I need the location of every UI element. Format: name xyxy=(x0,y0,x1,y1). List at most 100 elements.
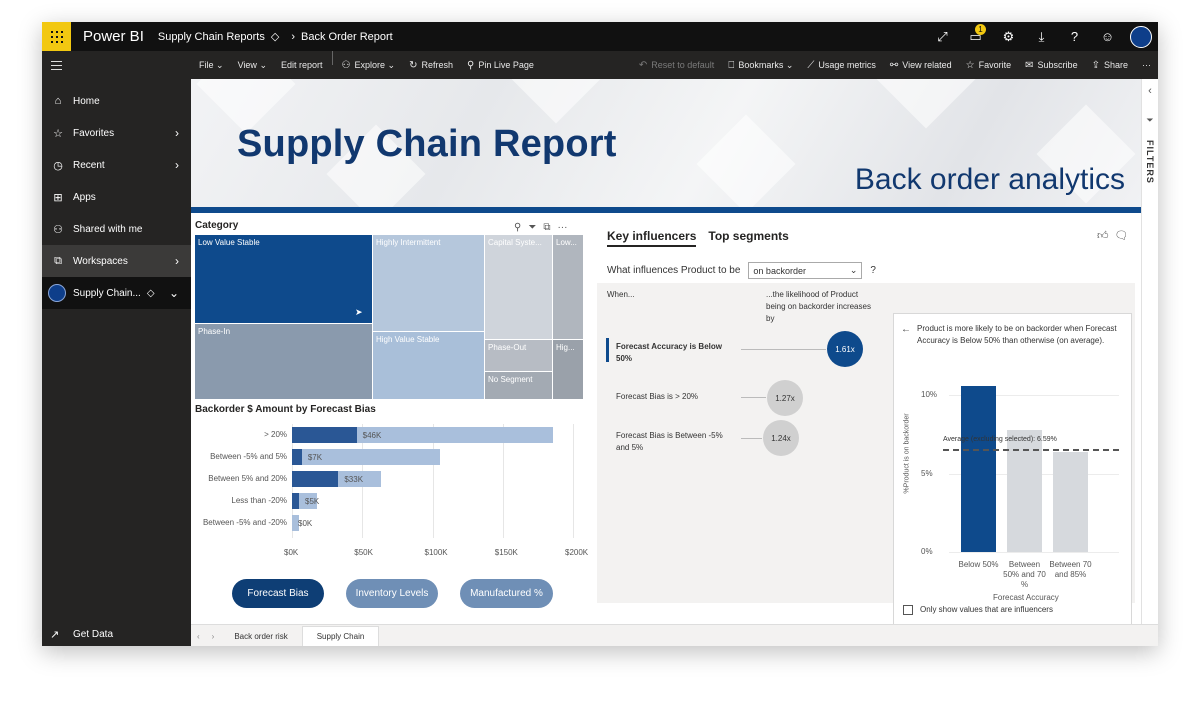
bar-total[interactable] xyxy=(292,427,554,443)
bar-chart-title: Backorder $ Amount by Forecast Bias xyxy=(195,404,376,415)
tab-key-influencers[interactable]: Key influencers xyxy=(607,229,697,247)
page-tab-supply-chain[interactable]: Supply Chain xyxy=(301,626,380,646)
thumbs-up-icon[interactable]: 👍︎ xyxy=(1097,230,1109,242)
pin-icon[interactable]: ⚲ xyxy=(514,222,522,233)
data-label: $0K xyxy=(298,519,313,528)
pin-live-page-button[interactable]: ⚲ Pin Live Page xyxy=(466,59,534,71)
view-menu[interactable]: View ⌄ xyxy=(237,59,267,71)
nav-label: Home xyxy=(73,95,100,107)
column-bar[interactable] xyxy=(961,385,996,552)
file-menu[interactable]: File ⌄ xyxy=(199,59,224,71)
breadcrumb-report[interactable]: Back Order Report xyxy=(301,30,393,43)
influencer-row[interactable]: Forecast Bias is > 20% xyxy=(616,392,699,401)
download-icon[interactable]: ⤓ xyxy=(1038,28,1045,44)
chevron-down-icon: ⌄ xyxy=(216,59,224,70)
refresh-button[interactable]: ↻ Refresh xyxy=(409,59,453,71)
nav-workspaces[interactable]: ⧉ Workspaces › xyxy=(42,245,191,277)
influencer-bubble[interactable]: 1.27x xyxy=(767,380,803,416)
more-options-icon[interactable]: ··· xyxy=(557,222,568,233)
nav-favorites[interactable]: ☆ Favorites › xyxy=(42,117,191,149)
report-title: Supply Chain Report xyxy=(237,123,617,165)
only-influencers-checkbox[interactable] xyxy=(903,605,913,615)
left-nav: ⌂ Home ☆ Favorites › ◷ Recent › ⊞ Apps ⚇… xyxy=(42,79,191,646)
fullscreen-icon[interactable]: ⤢ xyxy=(937,28,948,44)
page-tab-back-order-risk[interactable]: Back order risk xyxy=(234,631,288,641)
treemap-cell[interactable]: Highly Intermittent xyxy=(373,235,484,331)
notifications-button[interactable]: ▭ 1 xyxy=(959,22,992,51)
filters-label: FILTERS xyxy=(1145,140,1155,184)
nav-recent[interactable]: ◷ Recent › xyxy=(42,149,191,181)
comment-icon[interactable]: 🗨︎ xyxy=(1114,230,1129,242)
explore-menu[interactable]: ⚇ Explore ⌄ xyxy=(341,59,396,71)
x-tick-label: $200K xyxy=(565,548,589,557)
nav-shared-with-me[interactable]: ⚇ Shared with me xyxy=(42,213,191,245)
influencer-row[interactable]: Forecast Accuracy is Below 50% xyxy=(616,342,722,363)
tab-scroll-left-icon[interactable]: ‹ xyxy=(197,631,200,641)
help-icon[interactable]: ? xyxy=(870,265,876,276)
view-related-button[interactable]: ⚯ View related xyxy=(889,59,952,71)
nav-home[interactable]: ⌂ Home xyxy=(42,85,191,117)
chevron-down-icon: ⌄ xyxy=(387,59,396,70)
usage-metrics-button[interactable]: ⟋ Usage metrics xyxy=(807,59,876,71)
filters-pane[interactable]: ‹ ⏷ xyxy=(1141,79,1158,624)
more-options-icon[interactable]: ··· xyxy=(1142,60,1151,70)
forecast-bias-button[interactable]: Forecast Bias xyxy=(232,579,324,608)
bar-total[interactable] xyxy=(292,449,440,465)
ki-target-dropdown[interactable]: on backorder ⌄ xyxy=(748,262,863,279)
help-icon[interactable]: ? xyxy=(1070,29,1079,44)
back-arrow-icon[interactable]: ← xyxy=(901,324,911,335)
bar-highlight[interactable] xyxy=(292,427,357,443)
filter-icon[interactable]: ⏷ xyxy=(528,222,537,233)
top-icons: ⤢ ▭ 1 ⚙ ⤓ ? ☺ xyxy=(926,22,1158,51)
treemap-cell[interactable]: Capital Syste... xyxy=(485,235,552,339)
related-icon: ⚯ xyxy=(889,59,899,71)
bar-highlight[interactable] xyxy=(292,471,339,487)
treemap-cell[interactable]: Low... xyxy=(553,235,583,339)
bar-highlight[interactable] xyxy=(292,493,300,509)
influencer-connector xyxy=(741,397,766,398)
bar-highlight[interactable] xyxy=(292,449,302,465)
nav-supply-chain-workspace[interactable]: Supply Chain... ◇ ⌄ xyxy=(42,277,191,309)
bookmarks-menu[interactable]: ⎕ Bookmarks ⌄ xyxy=(728,59,794,71)
reset-to-default-button[interactable]: ↶ Reset to default xyxy=(638,59,715,71)
chevron-left-icon[interactable]: ‹ xyxy=(1148,85,1152,97)
influencer-row[interactable]: Forecast Bias is Between -5% and 5% xyxy=(616,431,723,452)
tab-scroll-right-icon[interactable]: › xyxy=(211,631,215,641)
focus-mode-icon[interactable]: ⧉ xyxy=(543,222,551,233)
treemap-cell[interactable]: No Segment xyxy=(485,372,552,399)
workspaces-icon: ⧉ xyxy=(54,254,62,267)
feedback-smiley-icon[interactable]: ☺ xyxy=(1100,29,1115,44)
workspace-avatar xyxy=(48,284,66,302)
bar-total[interactable] xyxy=(292,515,300,531)
arrow-up-right-icon: ↗ xyxy=(50,628,60,641)
influencer-bubble[interactable]: 1.24x xyxy=(763,420,799,456)
treemap-cell[interactable]: High Value Stable xyxy=(373,332,484,399)
home-icon: ⌂ xyxy=(54,95,62,107)
column-bar[interactable] xyxy=(1053,451,1088,552)
breadcrumb-workspace[interactable]: Supply Chain Reports xyxy=(157,30,265,43)
share-button[interactable]: ⇪ Share xyxy=(1091,59,1128,71)
favorite-button[interactable]: ☆ Favorite xyxy=(965,59,1012,71)
subscribe-button[interactable]: ✉ Subscribe xyxy=(1025,59,1078,71)
treemap-cell[interactable]: Phase-In xyxy=(195,324,372,399)
edit-report-button[interactable]: Edit report xyxy=(281,60,323,70)
app-launcher-button[interactable] xyxy=(42,22,71,51)
settings-gear-icon[interactable]: ⚙ xyxy=(1002,28,1015,44)
hamburger-menu-icon[interactable] xyxy=(42,60,70,70)
avatar[interactable] xyxy=(1130,25,1152,48)
nav-apps[interactable]: ⊞ Apps xyxy=(42,181,191,213)
get-data-button[interactable]: ↗ Get Data xyxy=(42,622,191,646)
treemap-cell[interactable]: Low Value Stable xyxy=(195,235,372,323)
ki-detail-text: Product is more likely to be on backorde… xyxy=(917,324,1117,345)
manufactured-percent-button[interactable]: Manufactured % xyxy=(460,579,553,608)
apps-icon: ⊞ xyxy=(53,191,63,204)
pin-icon: ⚲ xyxy=(466,59,475,71)
gridline xyxy=(949,552,1119,553)
treemap-cell[interactable]: Hig... xyxy=(553,340,583,399)
x-tick-label: $0K xyxy=(284,548,299,557)
inventory-levels-button[interactable]: Inventory Levels xyxy=(346,579,438,608)
tab-top-segments[interactable]: Top segments xyxy=(708,229,789,243)
treemap-cell[interactable]: Phase-Out xyxy=(485,340,552,371)
influencer-bubble[interactable]: 1.61x xyxy=(827,331,863,367)
x-tick-label: $150K xyxy=(494,548,518,557)
